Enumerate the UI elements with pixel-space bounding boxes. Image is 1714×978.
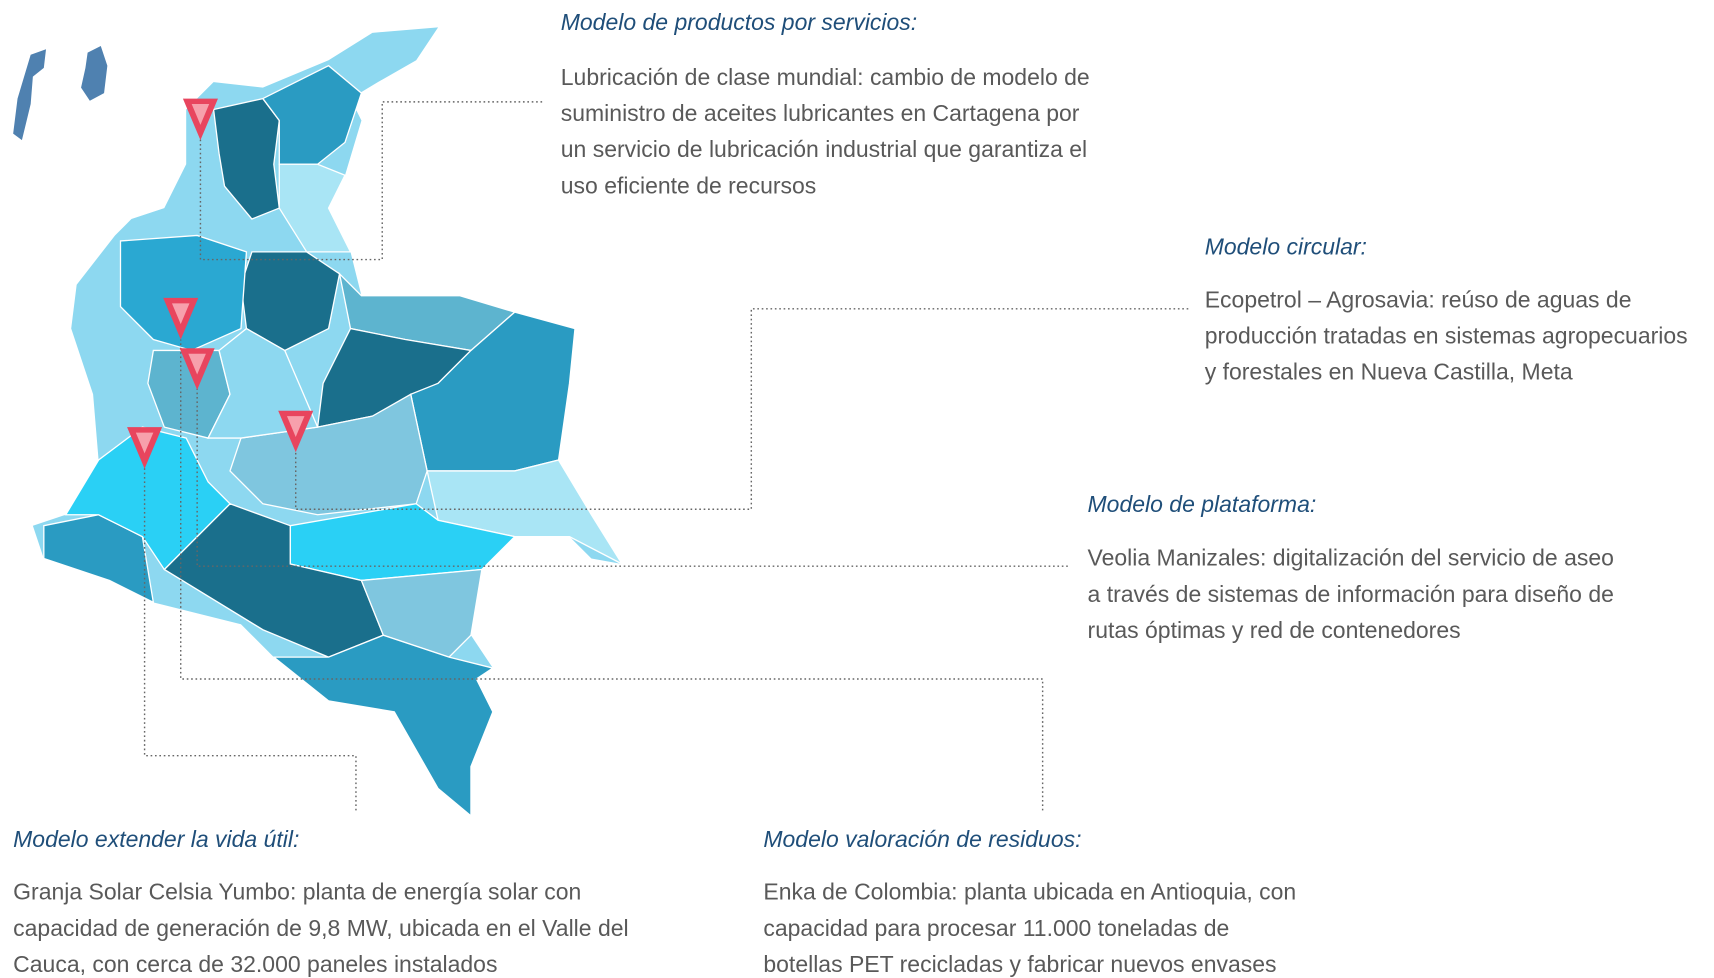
callout-text: producción tratadas en sistemas agropecu… bbox=[1205, 322, 1688, 348]
map-pin bbox=[182, 98, 218, 141]
leader-line bbox=[196, 388, 1068, 567]
callout-text: a través de sistemas de información para… bbox=[1088, 581, 1614, 607]
region bbox=[261, 64, 363, 165]
callout-text: botellas PET recicladas y fabricar nuevo… bbox=[763, 951, 1276, 977]
callout-text: Lubricación de clase mundial: cambio de … bbox=[561, 64, 1090, 90]
callout-text: Ecopetrol – Agrosavia: reúso de aguas de bbox=[1205, 286, 1632, 312]
callout-text: Cauca, con cerca de 32.000 paneles insta… bbox=[13, 951, 497, 977]
callout-text: y forestales en Nueva Castilla, Meta bbox=[1205, 359, 1573, 385]
callout-text: Granja Solar Celsia Yumbo: planta de ene… bbox=[13, 879, 581, 905]
markers bbox=[127, 98, 314, 469]
callout-text: rutas óptimas y red de contenedores bbox=[1088, 617, 1461, 643]
region bbox=[278, 163, 352, 253]
callout-text: suministro de aceites lubricantes en Car… bbox=[561, 100, 1080, 126]
callout-text: un servicio de lubricación industrial qu… bbox=[561, 136, 1087, 162]
map bbox=[13, 27, 624, 818]
callout-text: uso eficiente de recursos bbox=[561, 172, 817, 198]
leader-line bbox=[180, 339, 1044, 811]
region bbox=[271, 634, 495, 818]
callouts: Modelo de productos por servicios: Lubric… bbox=[13, 9, 1688, 977]
callout-text: Veolia Manizales: digitalización del ser… bbox=[1088, 545, 1614, 571]
callout-text: capacidad de generación de 9,8 MW, ubica… bbox=[13, 915, 628, 941]
leader-line bbox=[143, 459, 357, 811]
leader-line bbox=[199, 101, 543, 261]
callout-text: capacidad para procesar 11.000 toneladas… bbox=[763, 915, 1229, 941]
map-pin bbox=[179, 348, 215, 390]
callout-title: Modelo circular: bbox=[1205, 234, 1367, 260]
region bbox=[64, 426, 231, 571]
callout-title: Modelo de productos por servicios: bbox=[561, 9, 917, 35]
map-pin bbox=[163, 297, 199, 340]
leader-lines bbox=[143, 101, 1189, 811]
region bbox=[229, 393, 428, 516]
callout-title: Modelo extender la vida útil: bbox=[13, 826, 299, 852]
region bbox=[360, 568, 483, 658]
island bbox=[81, 45, 108, 101]
map-pin bbox=[127, 427, 163, 469]
callout-text: Enka de Colombia: planta ubicada en Anti… bbox=[763, 879, 1296, 905]
region bbox=[119, 234, 248, 352]
map-pin bbox=[278, 410, 314, 453]
island bbox=[13, 49, 47, 141]
callout-title: Modelo valoración de residuos: bbox=[763, 826, 1081, 852]
callout-title: Modelo de plataforma: bbox=[1088, 491, 1317, 517]
